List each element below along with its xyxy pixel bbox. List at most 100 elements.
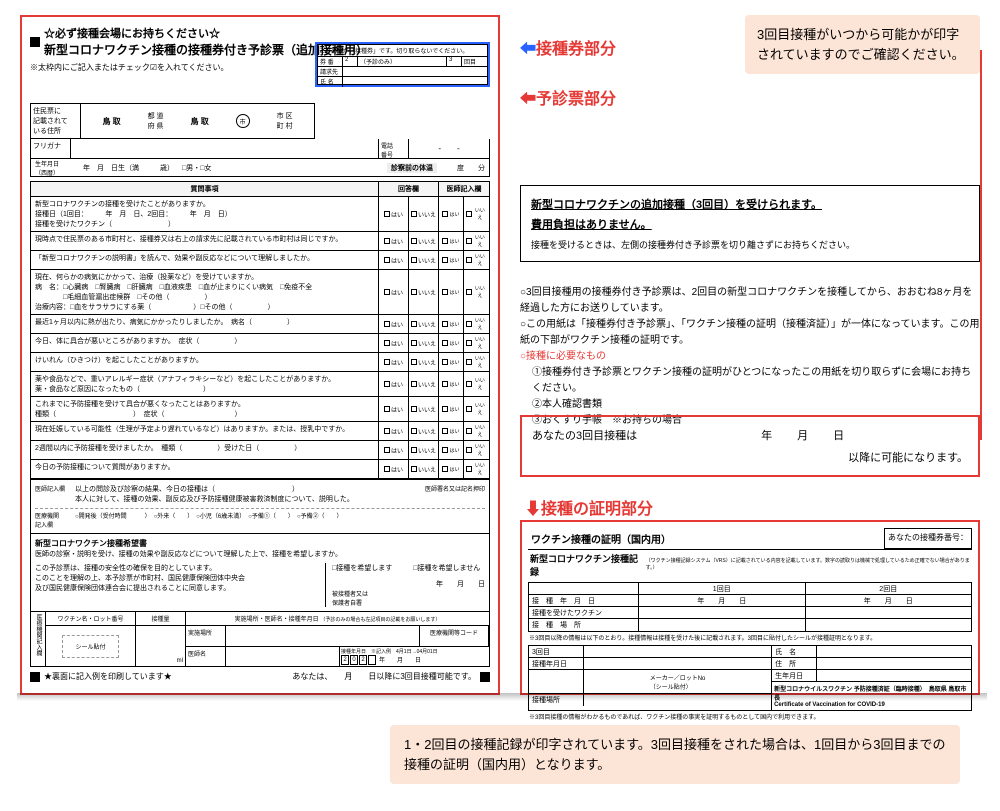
sched-label: 医療機関 記入欄 — [35, 511, 75, 529]
vr-md: 年 月 日 — [379, 655, 421, 664]
answer-no[interactable]: いいえ — [409, 422, 439, 440]
dr-no: いいえ — [464, 270, 489, 314]
answer-yes[interactable]: はい — [379, 441, 409, 459]
answer-yes[interactable]: はい — [379, 334, 409, 352]
answer-yes[interactable]: はい — [379, 315, 409, 333]
dr-yes: はい — [439, 232, 464, 250]
answer-no[interactable]: いいえ — [409, 270, 439, 314]
addr-suffix2: 市 区 町 村 — [277, 111, 293, 131]
answer-no[interactable]: いいえ — [409, 460, 439, 478]
ticket-cell: 券 番 — [318, 57, 343, 66]
answer-no[interactable]: いいえ — [409, 353, 439, 371]
ticket-cell: 回目 — [462, 57, 487, 66]
bullet-3-1: ①接種券付き予診票とワクチン接種の証明がひとつになったこの用紙を切り取らずに会場… — [520, 365, 980, 397]
bullet-2: ○この用紙は「接種券付き予診票」、「ワクチン接種の証明（接種済証）」が一体になっ… — [520, 317, 980, 349]
dr-yes: はい — [439, 251, 464, 269]
label-cert: ⬇接種の証明部分 — [525, 495, 653, 519]
question-row: けいれん（ひきつけ）を起こしたことがありますか。 はい いいえ はい いいえ — [31, 353, 489, 372]
gender: □男・□女 — [182, 163, 211, 173]
answer-yes[interactable]: はい — [379, 372, 409, 396]
vr-h1: ワクチン名・ロット番号 — [46, 612, 136, 625]
question-table: 質問事項 回答欄 医師記入欄 新型コロナワクチンの接種を受けたことがありますか。… — [30, 181, 490, 480]
question-row: 現時点で住民票のある市町村と、接種券又は右上の請求先に記載されている市町村は同じ… — [31, 232, 489, 251]
circle-mark: 市 — [236, 114, 250, 128]
question-text: 新型コロナワクチンの接種を受けたことがありますか。 接種日（1回目： 年 月 日… — [31, 197, 379, 231]
label-form: ⬅予診票部分 — [520, 85, 616, 109]
arrow-down-icon: ⬇ — [525, 501, 541, 518]
answer-no[interactable]: いいえ — [409, 334, 439, 352]
info-title1: 新型コロナワクチンの追加接種（3回目）を受けられます。 — [531, 196, 969, 212]
question-text: 「新型コロナワクチンの説明書」を読んで、効果や副反応などについて理解しましたか。 — [31, 251, 379, 269]
addr-city: 鳥 取 — [190, 116, 208, 127]
ticket-section: この部分が「接種券」です。切り取らないでください。 券 番 2 （予診のみ） 3… — [315, 42, 490, 87]
answer-no[interactable]: いいえ — [409, 441, 439, 459]
cert-note3: ※3回目以降の情報は以下のとおり。接種情報は接種を受けた後に記載されます。3回目… — [528, 632, 972, 643]
answer-no[interactable]: いいえ — [409, 397, 439, 421]
ticket-cell: 3 — [447, 57, 462, 66]
dr-yes: はい — [439, 334, 464, 352]
answer-yes[interactable]: はい — [379, 251, 409, 269]
question-row: 現在妊娠している可能性（生理が予定より遅れているなど）はありますか。または、授乳… — [31, 422, 489, 441]
label-ticket-text: 接種券部分 — [536, 41, 616, 58]
date-box: あなたの3回目接種は 年 月 日 以降に可能になります。 — [520, 415, 980, 477]
bullet-list: ○3回目接種用の接種券付き予診票は、2回目の新型コロナワクチンを接種してから、お… — [520, 285, 980, 429]
dr-yes: はい — [439, 422, 464, 440]
temp-unit: 度 分 — [457, 163, 485, 173]
answer-no[interactable]: いいえ — [409, 232, 439, 250]
cert-header: ワクチン接種の証明（国内用） あなたの接種券番号： — [528, 528, 972, 550]
answer-no[interactable]: いいえ — [409, 251, 439, 269]
answer-no[interactable]: いいえ — [409, 315, 439, 333]
answer-yes[interactable]: はい — [379, 232, 409, 250]
date-y: 年 — [761, 427, 772, 443]
question-row: 2週間以内に予防接種を受けましたか。 種類（ ）受けた日（ ） はい いいえ は… — [31, 441, 489, 460]
vr-stamp: シール貼付 — [62, 635, 118, 658]
cert-col2: 2回目 — [806, 583, 972, 594]
connector-line — [980, 50, 982, 440]
hope-text: 医師の診察・説明を受け、接種の効果や副反応などについて理解した上で、接種を希望し… — [35, 549, 485, 559]
vr-hosp: 実施場所 — [186, 626, 226, 646]
answer-yes[interactable]: はい — [379, 270, 409, 314]
dr-yes: はい — [439, 315, 464, 333]
footer-r: あなたは、 月 日以降に3回目接種可能です。 — [292, 671, 476, 682]
answer-yes[interactable]: はい — [379, 460, 409, 478]
dr-no: いいえ — [464, 251, 489, 269]
cert-body-table: 3回目 接種年月日 メーカー／ロットNo （シール貼付） 接種場所 氏 名 住 … — [528, 645, 972, 711]
cert-r1: 住 所 — [772, 658, 817, 669]
dr-no: いいえ — [464, 197, 489, 231]
question-row: 今日の予防接種について質問がありますか。 はい いいえ はい いいえ — [31, 460, 489, 479]
addr-label: 住民票に 記載されて いる住所 — [31, 104, 81, 138]
ticket-cell: 氏 名 — [318, 77, 343, 87]
answer-yes[interactable]: はい — [379, 397, 409, 421]
answer-yes[interactable]: はい — [379, 422, 409, 440]
dr-label: 医師記入欄 — [35, 484, 75, 504]
question-row: 最近1ヶ月以内に熱が出たり、病気にかかったりしましたか。 病名（ ） はい いい… — [31, 315, 489, 334]
vaccine-record: 医療機関記入欄 ワクチン名・ロット番号 接種量 実施場所・医師名・接種年月日 （… — [30, 612, 490, 667]
birth-text: 年 月 日生（満 歳） — [83, 163, 174, 173]
ticket-cell: 2 — [343, 57, 358, 66]
cert-container: ワクチン接種の証明（国内用） あなたの接種券番号： 新型コロナワクチン接種記録 … — [520, 520, 980, 695]
black-square-icon — [30, 672, 40, 682]
bullet-3-title: ○接種に必要なもの — [520, 349, 980, 365]
q-header-dr: 医師記入欄 — [439, 182, 489, 196]
dr-no: いいえ — [464, 232, 489, 250]
vaccination-form: ☆必ず接種会場にお持ちください☆ 新型コロナワクチン接種の接種券付き予診票（追加… — [20, 15, 500, 695]
dr-yes: はい — [439, 441, 464, 459]
answer-no[interactable]: いいえ — [409, 372, 439, 396]
answer-yes[interactable]: はい — [379, 353, 409, 371]
dr-no: いいえ — [464, 397, 489, 421]
cert-l1: 接種年月日 — [529, 658, 584, 669]
footer-note: ★裏面に記入例を印刷しています★ あなたは、 月 日以降に3回目接種可能です。 — [30, 671, 490, 682]
dr-no: いいえ — [464, 441, 489, 459]
q-header: 質問事項 回答欄 医師記入欄 — [31, 182, 489, 197]
answer-yes[interactable]: はい — [379, 197, 409, 231]
addr-content: 鳥 取 都 道 府 県 鳥 取 市 市 区 町 村 — [81, 104, 314, 138]
tel-label: 電話 番号 — [379, 139, 409, 158]
arrow-left-icon: ⬅ — [520, 41, 536, 58]
ticket-cell: （予診のみ） — [358, 57, 447, 66]
question-text: けいれん（ひきつけ）を起こしたことがありますか。 — [31, 353, 379, 371]
dr-no: いいえ — [464, 334, 489, 352]
answer-no[interactable]: いいえ — [409, 197, 439, 231]
dr-no: いいえ — [464, 372, 489, 396]
ticket-header: この部分が「接種券」です。切り取らないでください。 — [318, 45, 487, 57]
footer-l: ★裏面に記入例を印刷しています★ — [44, 671, 172, 682]
